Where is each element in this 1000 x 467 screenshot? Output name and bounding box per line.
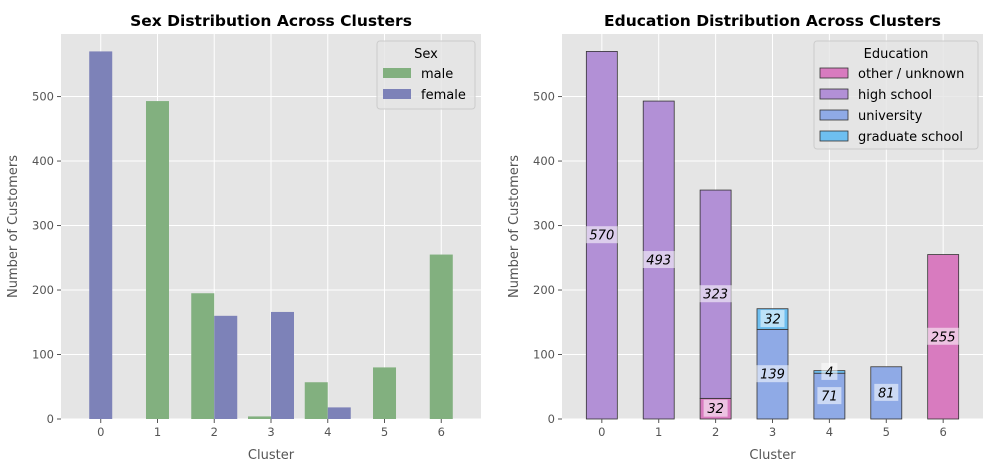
data-label: 81: [878, 386, 895, 401]
bar-male-cluster-2: [191, 293, 215, 419]
legend-label: female: [421, 88, 466, 103]
bar-female-cluster-0: [89, 51, 113, 420]
bar-male-cluster-5: [373, 367, 397, 419]
x-tick-label: 1: [154, 425, 161, 439]
data-label-box: [821, 362, 838, 380]
y-tick-label: 0: [47, 412, 54, 426]
data-label: 255: [931, 330, 956, 345]
data-label-box: [642, 251, 675, 269]
x-axis-label: Cluster: [749, 448, 796, 463]
data-label: 4: [825, 365, 833, 380]
bar-female-cluster-3: [271, 311, 294, 419]
y-tick-label: 200: [32, 283, 54, 297]
x-tick-label: 5: [381, 425, 388, 439]
legend-swatch: [383, 68, 411, 78]
chart-title: Education Distribution Across Clusters: [604, 12, 941, 30]
legend-title: Education: [864, 47, 929, 62]
y-tick-label: 300: [32, 219, 54, 233]
y-tick-label: 100: [32, 348, 54, 362]
x-tick-label: 5: [883, 425, 890, 439]
legend-label: university: [858, 109, 923, 124]
x-tick-label: 2: [712, 425, 719, 439]
legend: Sex male female: [376, 40, 476, 110]
bar-male-cluster-4: [304, 382, 328, 419]
data-label: 71: [821, 390, 838, 405]
chart-title: Sex Distribution Across Clusters: [130, 12, 412, 30]
x-tick-label: 6: [438, 425, 445, 439]
legend-label: graduate school: [858, 130, 963, 145]
legend-swatch: [819, 130, 849, 142]
data-label: 570: [589, 229, 614, 244]
y-tick-label: 500: [32, 90, 54, 104]
x-tick-label: 0: [598, 425, 605, 439]
x-tick-label: 2: [211, 425, 218, 439]
y-axis-label: Number of Customers: [507, 155, 522, 298]
y-tick-label: 400: [533, 154, 555, 168]
legend-label: high school: [858, 88, 932, 103]
data-label-box: [817, 387, 842, 405]
data-label-box: [874, 383, 899, 401]
bar-male-cluster-3: [248, 416, 271, 419]
bar-male-cluster-6: [429, 254, 453, 419]
y-tick-label: 400: [32, 154, 54, 168]
chart-sex: 0 100 200 300 400 500 0 1 2 3 4 5 6 Cluster Number of …: [6, 12, 481, 463]
data-label-box: [703, 399, 728, 417]
legend-title: Sex: [414, 47, 438, 62]
data-label-box: [927, 327, 960, 345]
y-tick-label: 100: [533, 348, 555, 362]
legend-box: [813, 40, 979, 150]
data-label-box: [760, 310, 785, 328]
legend: Education other / unknown high school unive…: [813, 40, 979, 150]
legend-swatch: [819, 88, 849, 100]
y-tick-label: 200: [533, 283, 555, 297]
x-tick-label: 3: [769, 425, 776, 439]
legend-swatch: [819, 109, 849, 121]
data-label: 323: [703, 288, 728, 303]
data-label: 139: [760, 368, 785, 383]
y-tick-label: 0: [548, 412, 555, 426]
bar-female-cluster-2: [214, 315, 238, 419]
data-label-box: [699, 285, 732, 303]
y-axis-label: Number of Customers: [6, 155, 21, 298]
bar-female-cluster-4: [327, 407, 351, 419]
x-tick-label: 4: [826, 425, 833, 439]
x-tick-label: 6: [940, 425, 947, 439]
x-axis-label: Cluster: [248, 448, 295, 463]
legend-label: male: [421, 67, 453, 82]
y-tick-label: 500: [533, 90, 555, 104]
x-tick-label: 0: [97, 425, 104, 439]
x-tick-label: 4: [324, 425, 331, 439]
data-label-box: [756, 365, 789, 383]
x-tick-label: 1: [655, 425, 662, 439]
x-tick-label: 3: [267, 425, 274, 439]
data-label: 32: [764, 313, 781, 328]
legend-swatch: [383, 89, 411, 99]
data-label: 493: [646, 254, 671, 269]
legend-label: other / unknown: [858, 67, 964, 82]
y-tick-label: 300: [533, 219, 555, 233]
bar-male-cluster-1: [145, 101, 169, 420]
data-label-box: [585, 226, 618, 244]
legend-swatch: [819, 67, 849, 79]
data-label: 32: [707, 402, 724, 417]
